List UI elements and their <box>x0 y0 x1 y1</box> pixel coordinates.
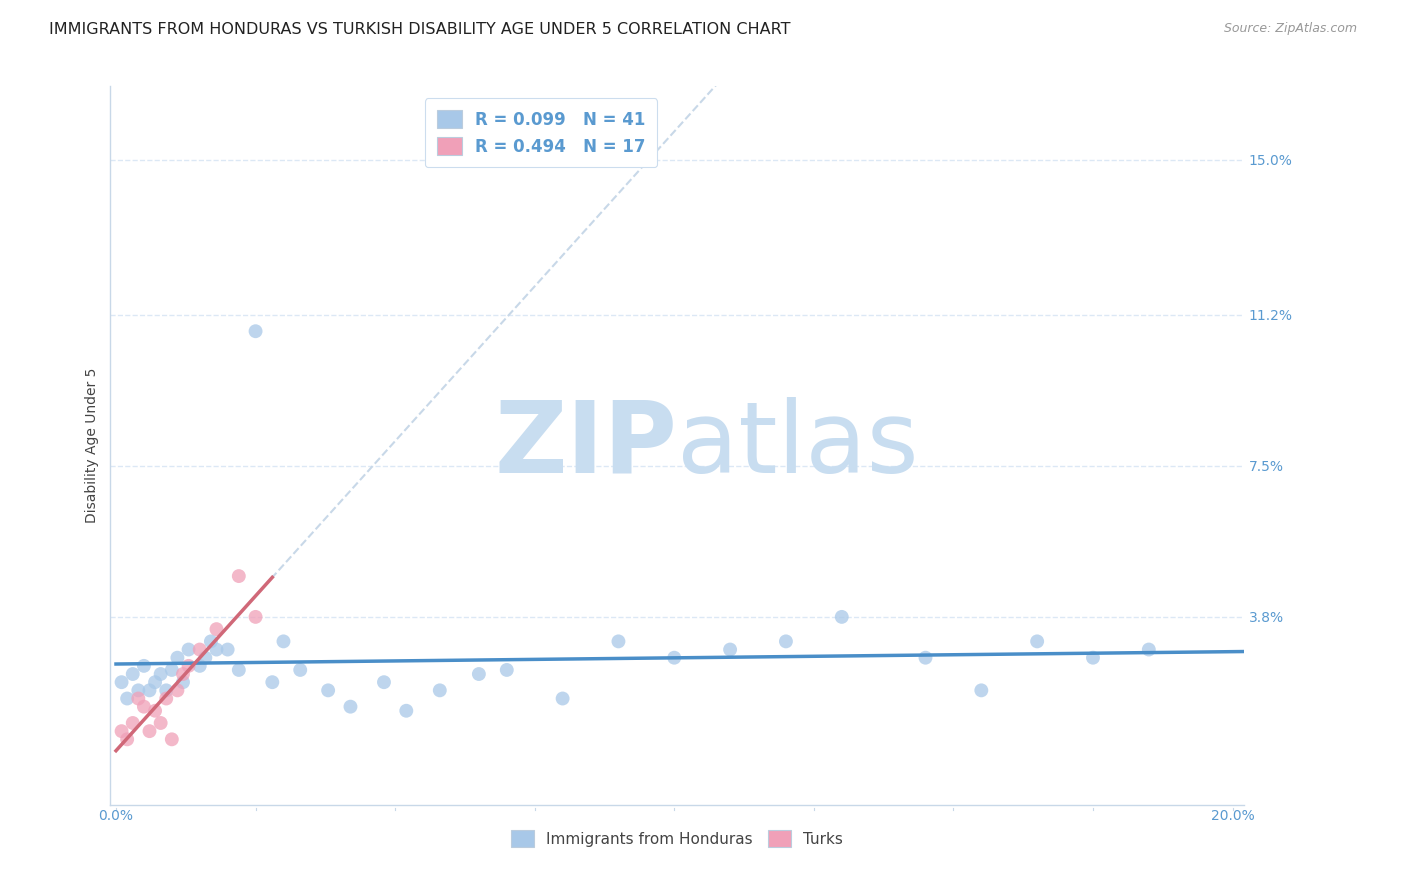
Point <box>166 683 188 698</box>
Point <box>110 724 132 739</box>
Point <box>172 667 194 681</box>
Point <box>290 663 312 677</box>
Point <box>664 650 686 665</box>
Point <box>205 622 228 636</box>
Text: Source: ZipAtlas.com: Source: ZipAtlas.com <box>1223 22 1357 36</box>
Point <box>339 699 361 714</box>
Point <box>373 675 395 690</box>
Point <box>149 716 172 731</box>
Point <box>200 634 222 648</box>
Point <box>160 732 183 747</box>
Point <box>121 667 143 681</box>
Y-axis label: Disability Age Under 5: Disability Age Under 5 <box>86 368 100 524</box>
Point <box>1026 634 1049 648</box>
Point <box>217 642 239 657</box>
Point <box>177 658 200 673</box>
Point <box>395 704 418 718</box>
Point <box>115 732 138 747</box>
Point <box>110 675 132 690</box>
Point <box>121 716 143 731</box>
Point <box>127 691 149 706</box>
Point <box>132 699 155 714</box>
Point <box>132 658 155 673</box>
Point <box>831 610 853 624</box>
Point <box>149 667 172 681</box>
Point <box>1137 642 1160 657</box>
Point <box>143 704 166 718</box>
Point <box>316 683 339 698</box>
Point <box>273 634 295 648</box>
Point <box>245 324 267 338</box>
Point <box>138 683 160 698</box>
Point <box>160 663 183 677</box>
Point <box>1081 650 1104 665</box>
Text: ZIP: ZIP <box>494 397 678 494</box>
Point <box>468 667 491 681</box>
Point <box>188 642 211 657</box>
Point <box>495 663 517 677</box>
Point <box>551 691 574 706</box>
Point <box>143 675 166 690</box>
Point <box>607 634 630 648</box>
Point <box>188 658 211 673</box>
Text: atlas: atlas <box>678 397 918 494</box>
Point <box>138 724 160 739</box>
Point <box>115 691 138 706</box>
Point <box>172 675 194 690</box>
Point <box>970 683 993 698</box>
Legend: R = 0.099   N = 41, R = 0.494   N = 17: R = 0.099 N = 41, R = 0.494 N = 17 <box>425 98 657 168</box>
Point <box>194 650 217 665</box>
Point <box>166 650 188 665</box>
Point <box>914 650 936 665</box>
Point <box>205 642 228 657</box>
Point <box>155 683 177 698</box>
Point <box>127 683 149 698</box>
Point <box>429 683 451 698</box>
Point <box>177 642 200 657</box>
Point <box>262 675 284 690</box>
Point <box>228 663 250 677</box>
Point <box>155 691 177 706</box>
Text: IMMIGRANTS FROM HONDURAS VS TURKISH DISABILITY AGE UNDER 5 CORRELATION CHART: IMMIGRANTS FROM HONDURAS VS TURKISH DISA… <box>49 22 790 37</box>
Point <box>775 634 797 648</box>
Point <box>718 642 741 657</box>
Point <box>245 610 267 624</box>
Point <box>228 569 250 583</box>
